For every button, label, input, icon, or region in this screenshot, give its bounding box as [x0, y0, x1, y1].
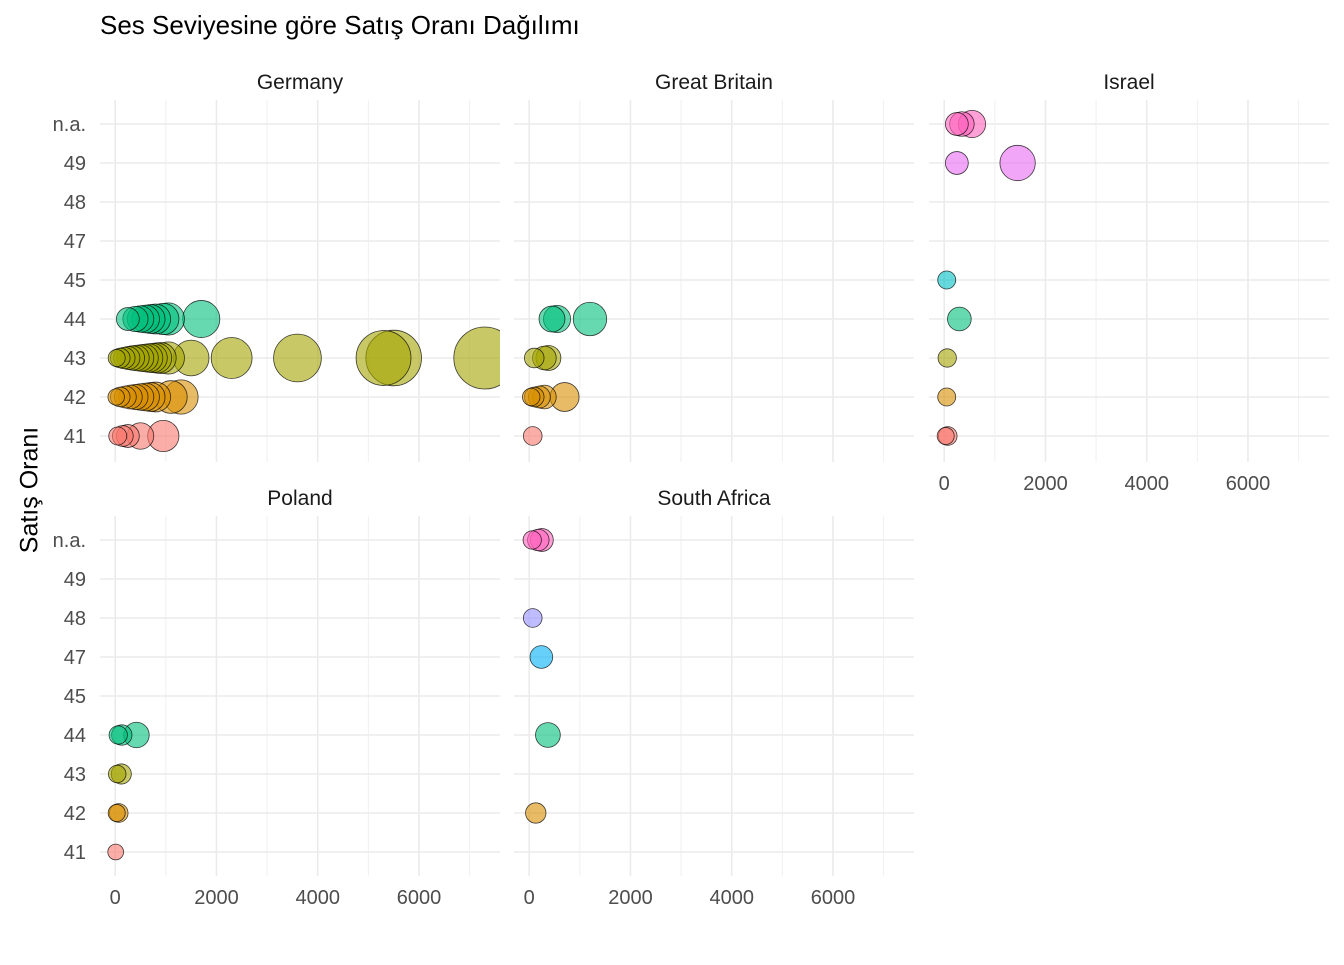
data-point [947, 306, 972, 332]
data-point [107, 843, 124, 861]
facet-label: Great Britain [655, 71, 773, 94]
x-tick-label: 6000 [397, 887, 442, 909]
data-point [524, 347, 545, 369]
data-point [522, 608, 543, 628]
x-tick-label: 4000 [1124, 473, 1169, 495]
data-point [522, 426, 543, 446]
data-point [535, 722, 561, 748]
facet-label: Poland [267, 487, 332, 510]
y-tick-label: 41 [64, 842, 86, 864]
y-tick-label: 48 [64, 192, 86, 214]
data-point [945, 151, 969, 175]
data-point [522, 530, 542, 550]
data-point [107, 388, 125, 406]
data-point [937, 270, 957, 290]
x-tick-label: 2000 [194, 887, 239, 909]
x-tick-label: 2000 [1023, 473, 1068, 495]
x-tick-label: 4000 [295, 887, 340, 909]
data-point [529, 645, 554, 669]
y-tick-label: 43 [64, 348, 86, 370]
y-tick-label: 41 [64, 426, 86, 448]
y-tick-label: 48 [64, 608, 86, 630]
data-point [525, 802, 547, 824]
data-point [182, 300, 221, 338]
y-tick-label: 49 [64, 153, 86, 175]
facet-south-africa: South Africa 0 2000 4000 6000 [514, 487, 914, 909]
y-tick-label: 49 [64, 569, 86, 591]
x-tick-label: 4000 [709, 887, 754, 909]
data-point [107, 804, 126, 822]
x-tick-label: 0 [939, 473, 950, 495]
data-point [108, 725, 128, 745]
data-point [273, 333, 322, 383]
y-tick-label: 45 [64, 686, 86, 708]
points-group [522, 301, 608, 446]
points-group [936, 110, 1036, 446]
data-point [453, 326, 500, 390]
facet-label: Israel [1103, 71, 1154, 94]
x-tick-label: 0 [524, 887, 535, 909]
facet-poland: Poland 41 42 43 44 45 47 48 49 n.a. 0 2000 4000 6000 [53, 487, 500, 909]
facet-label: South Africa [657, 487, 771, 510]
points-group [107, 300, 500, 453]
facet-germany: Germany 41 42 43 44 45 47 48 49 n.a. [53, 71, 500, 462]
x-tick-label: 6000 [811, 887, 856, 909]
data-point [108, 764, 127, 784]
data-point [522, 387, 541, 407]
data-point [107, 349, 126, 367]
data-point [116, 307, 140, 331]
data-point [572, 301, 608, 337]
facet-great-britain: Great Britain [514, 71, 914, 462]
data-point [936, 427, 955, 445]
x-tick-label: 0 [110, 887, 121, 909]
y-tick-label: 44 [64, 725, 86, 747]
y-tick-label: 42 [64, 387, 86, 409]
data-point [937, 387, 957, 407]
y-axis-title: Satış Oranı [15, 426, 44, 554]
y-tick-label: 43 [64, 764, 86, 786]
y-tick-label: 47 [64, 231, 86, 253]
y-tick-label: n.a. [53, 114, 86, 136]
y-tick-label: 45 [64, 270, 86, 292]
x-tick-label: 2000 [608, 887, 653, 909]
points-group [107, 721, 150, 861]
data-point [945, 112, 969, 136]
facet-israel: Israel 0 2000 4000 6000 [929, 71, 1329, 495]
facet-label: Germany [257, 71, 344, 94]
data-point [937, 348, 957, 368]
data-point [355, 330, 412, 386]
data-point [999, 144, 1036, 182]
data-point [108, 426, 128, 446]
y-tick-label: n.a. [53, 530, 86, 552]
data-point [538, 305, 566, 333]
data-point [210, 337, 253, 379]
chart-title: Ses Seviyesine göre Satış Oranı Dağılımı [100, 10, 580, 40]
y-tick-label: 42 [64, 803, 86, 825]
y-tick-label: 44 [64, 309, 86, 331]
x-tick-label: 6000 [1226, 473, 1271, 495]
y-tick-label: 47 [64, 647, 86, 669]
points-group [522, 528, 561, 824]
